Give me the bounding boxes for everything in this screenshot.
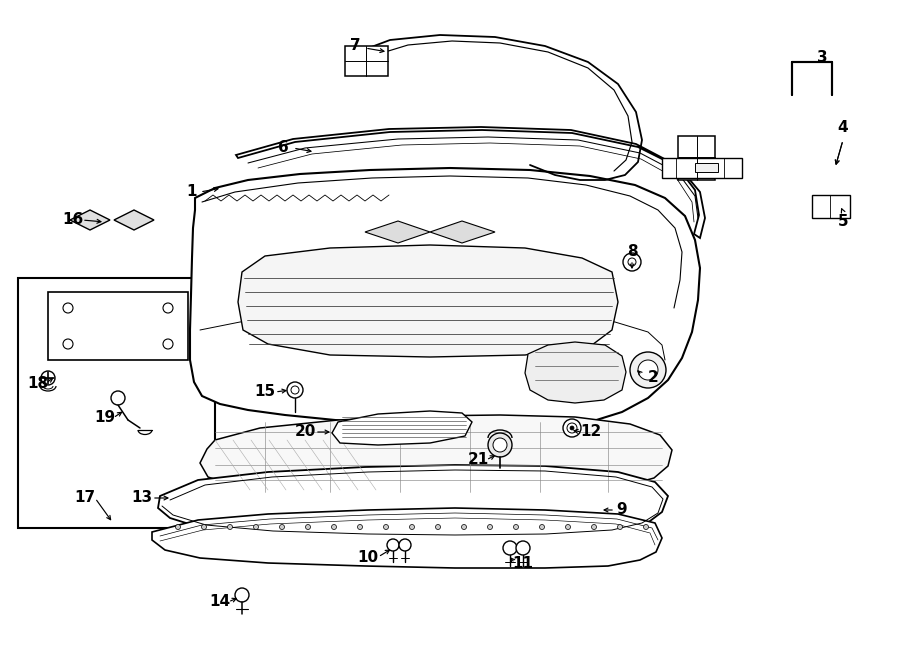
Circle shape bbox=[563, 419, 581, 437]
Polygon shape bbox=[812, 195, 850, 218]
Circle shape bbox=[280, 524, 284, 529]
Circle shape bbox=[567, 423, 577, 433]
Circle shape bbox=[591, 524, 597, 529]
Circle shape bbox=[163, 339, 173, 349]
Circle shape bbox=[63, 303, 73, 313]
Circle shape bbox=[488, 524, 492, 529]
Circle shape bbox=[570, 426, 574, 430]
Text: 10: 10 bbox=[357, 549, 379, 564]
Text: 1: 1 bbox=[187, 184, 197, 200]
Text: 2: 2 bbox=[648, 371, 659, 385]
Polygon shape bbox=[345, 46, 388, 76]
Circle shape bbox=[202, 524, 206, 529]
Text: 11: 11 bbox=[512, 555, 534, 570]
Polygon shape bbox=[236, 127, 705, 238]
Circle shape bbox=[399, 539, 411, 551]
Polygon shape bbox=[238, 245, 618, 357]
Text: 12: 12 bbox=[580, 424, 601, 440]
Circle shape bbox=[305, 524, 310, 529]
Polygon shape bbox=[365, 221, 430, 243]
Circle shape bbox=[630, 352, 666, 388]
Circle shape bbox=[638, 360, 658, 380]
Circle shape bbox=[462, 524, 466, 529]
Circle shape bbox=[291, 386, 299, 394]
Text: 6: 6 bbox=[277, 141, 288, 155]
Polygon shape bbox=[332, 411, 472, 445]
Polygon shape bbox=[662, 158, 742, 178]
Circle shape bbox=[63, 339, 73, 349]
Text: 8: 8 bbox=[626, 245, 637, 260]
Circle shape bbox=[254, 524, 258, 529]
Circle shape bbox=[644, 524, 649, 529]
Circle shape bbox=[514, 524, 518, 529]
Circle shape bbox=[383, 524, 389, 529]
Polygon shape bbox=[158, 465, 668, 538]
Text: 21: 21 bbox=[467, 453, 489, 467]
Text: 15: 15 bbox=[255, 385, 275, 399]
Circle shape bbox=[176, 524, 181, 529]
Circle shape bbox=[235, 588, 249, 602]
Circle shape bbox=[617, 524, 623, 529]
Circle shape bbox=[410, 524, 415, 529]
Text: 7: 7 bbox=[350, 38, 360, 52]
Polygon shape bbox=[48, 292, 188, 360]
Text: 5: 5 bbox=[838, 215, 849, 229]
Circle shape bbox=[516, 541, 530, 555]
Circle shape bbox=[163, 303, 173, 313]
Circle shape bbox=[488, 433, 512, 457]
Circle shape bbox=[41, 371, 55, 385]
Polygon shape bbox=[152, 508, 662, 568]
Polygon shape bbox=[18, 278, 215, 528]
Text: 3: 3 bbox=[816, 50, 827, 65]
Text: 4: 4 bbox=[838, 120, 849, 136]
Text: 17: 17 bbox=[75, 490, 95, 506]
Circle shape bbox=[387, 539, 399, 551]
Circle shape bbox=[623, 253, 641, 271]
Text: 18: 18 bbox=[27, 375, 49, 391]
Circle shape bbox=[565, 524, 571, 529]
Text: 14: 14 bbox=[210, 594, 230, 609]
Text: 19: 19 bbox=[94, 410, 115, 426]
Polygon shape bbox=[525, 342, 626, 403]
Circle shape bbox=[111, 391, 125, 405]
Polygon shape bbox=[190, 168, 700, 430]
Circle shape bbox=[436, 524, 440, 529]
Polygon shape bbox=[70, 210, 110, 230]
Circle shape bbox=[331, 524, 337, 529]
Circle shape bbox=[493, 438, 507, 452]
Polygon shape bbox=[114, 210, 154, 230]
Text: 13: 13 bbox=[131, 490, 153, 506]
Circle shape bbox=[539, 524, 544, 529]
Polygon shape bbox=[430, 221, 495, 243]
Circle shape bbox=[628, 258, 636, 266]
Circle shape bbox=[357, 524, 363, 529]
Polygon shape bbox=[200, 415, 672, 497]
Circle shape bbox=[228, 524, 232, 529]
Text: 20: 20 bbox=[294, 424, 316, 440]
Circle shape bbox=[503, 541, 517, 555]
Circle shape bbox=[287, 382, 303, 398]
Polygon shape bbox=[695, 163, 718, 172]
Polygon shape bbox=[678, 136, 715, 180]
Text: 16: 16 bbox=[62, 212, 84, 227]
Text: 9: 9 bbox=[616, 502, 627, 518]
